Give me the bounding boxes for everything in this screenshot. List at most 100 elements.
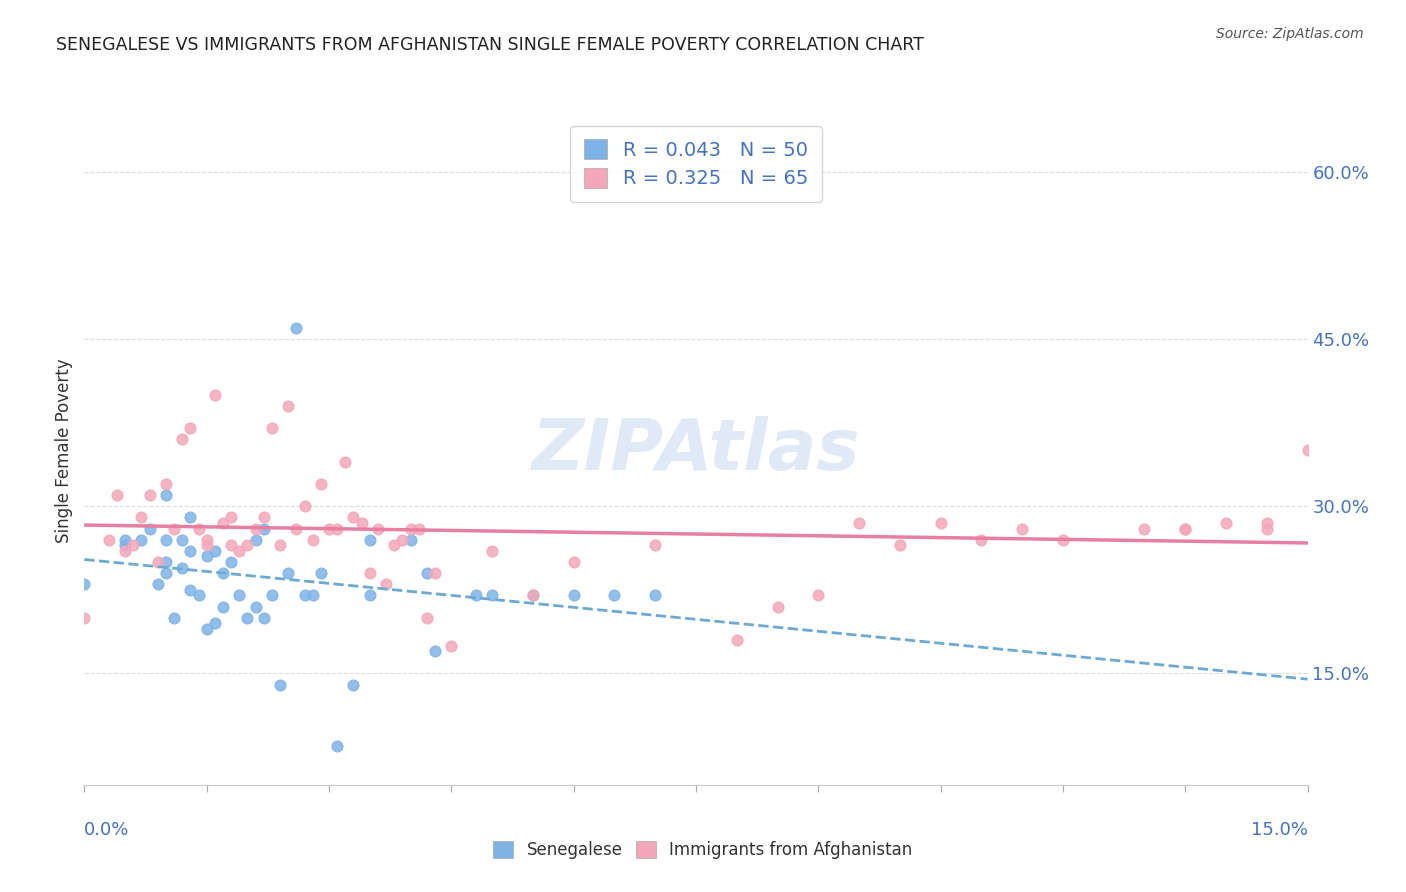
Point (219, 510, 242, 524)
Point (269, 538, 291, 552)
Point (416, 566, 439, 581)
Point (187, 521, 209, 535)
Point (195, 549, 218, 564)
Point (603, 589, 626, 603)
Text: ZIPAtlas: ZIPAtlas (531, 416, 860, 485)
Point (219, 555, 242, 569)
Legend: R = 0.043   N = 50, R = 0.325   N = 65: R = 0.043 N = 50, R = 0.325 N = 65 (571, 126, 821, 202)
Point (375, 577, 398, 591)
Point (1256, 521, 1278, 535)
Point (155, 488, 177, 502)
Point (172, 560, 194, 574)
Point (301, 533, 323, 547)
Point (172, 533, 194, 547)
Point (464, 589, 486, 603)
Point (408, 521, 430, 535)
Point (155, 533, 177, 547)
Point (146, 577, 169, 591)
Point (766, 599, 789, 614)
Y-axis label: Single Female Poverty: Single Female Poverty (55, 359, 73, 542)
Point (179, 421, 201, 435)
Point (562, 555, 585, 569)
Point (1133, 521, 1156, 535)
Point (187, 589, 209, 603)
Point (114, 543, 136, 558)
Point (195, 622, 218, 636)
Point (335, 455, 357, 469)
Point (204, 616, 226, 631)
Point (481, 589, 503, 603)
Point (294, 500, 316, 514)
Point (423, 566, 446, 581)
Point (522, 589, 544, 603)
Point (1174, 521, 1197, 535)
Point (301, 589, 323, 603)
Point (114, 533, 136, 547)
Point (359, 533, 381, 547)
Point (97, 533, 120, 547)
Point (73, 577, 96, 591)
Point (138, 521, 160, 535)
Point (889, 538, 911, 552)
Point (970, 533, 993, 547)
Point (269, 678, 291, 692)
Point (155, 566, 177, 581)
Point (253, 611, 276, 625)
Text: 0.0%: 0.0% (84, 821, 129, 838)
Point (105, 488, 128, 502)
Point (1011, 521, 1033, 535)
Point (138, 488, 160, 502)
Point (253, 521, 276, 535)
Point (522, 589, 544, 603)
Point (929, 516, 952, 530)
Point (245, 533, 267, 547)
Point (807, 589, 830, 603)
Point (172, 433, 194, 447)
Point (359, 589, 381, 603)
Point (155, 476, 177, 491)
Point (114, 538, 136, 552)
Point (440, 639, 463, 653)
Point (155, 555, 177, 569)
Point (285, 521, 308, 535)
Point (481, 543, 503, 558)
Point (342, 678, 364, 692)
Point (219, 538, 242, 552)
Point (146, 555, 169, 569)
Point (1296, 443, 1319, 458)
Point (195, 533, 218, 547)
Point (848, 516, 870, 530)
Point (195, 538, 218, 552)
Point (212, 599, 235, 614)
Point (309, 476, 332, 491)
Text: SENEGALESE VS IMMIGRANTS FROM AFGHANISTAN SINGLE FEMALE POVERTY CORRELATION CHAR: SENEGALESE VS IMMIGRANTS FROM AFGHANISTA… (56, 36, 924, 54)
Text: Source: ZipAtlas.com: Source: ZipAtlas.com (1216, 27, 1364, 41)
Point (131, 510, 153, 524)
Point (122, 538, 145, 552)
Point (179, 510, 201, 524)
Point (1215, 516, 1237, 530)
Point (245, 599, 267, 614)
Point (416, 611, 439, 625)
Point (204, 543, 226, 558)
Point (260, 589, 283, 603)
Point (277, 566, 299, 581)
Point (423, 644, 446, 658)
Point (245, 521, 267, 535)
Point (1174, 521, 1197, 535)
Point (644, 589, 666, 603)
Point (399, 521, 422, 535)
Point (725, 633, 748, 648)
Point (1256, 516, 1278, 530)
Point (285, 321, 308, 335)
Point (277, 399, 299, 413)
Point (212, 566, 235, 581)
Point (326, 521, 349, 535)
Point (326, 739, 349, 753)
Point (179, 582, 201, 597)
Point (350, 516, 373, 530)
Text: 15.0%: 15.0% (1250, 821, 1308, 838)
Point (212, 516, 235, 530)
Point (131, 533, 153, 547)
Point (1052, 533, 1074, 547)
